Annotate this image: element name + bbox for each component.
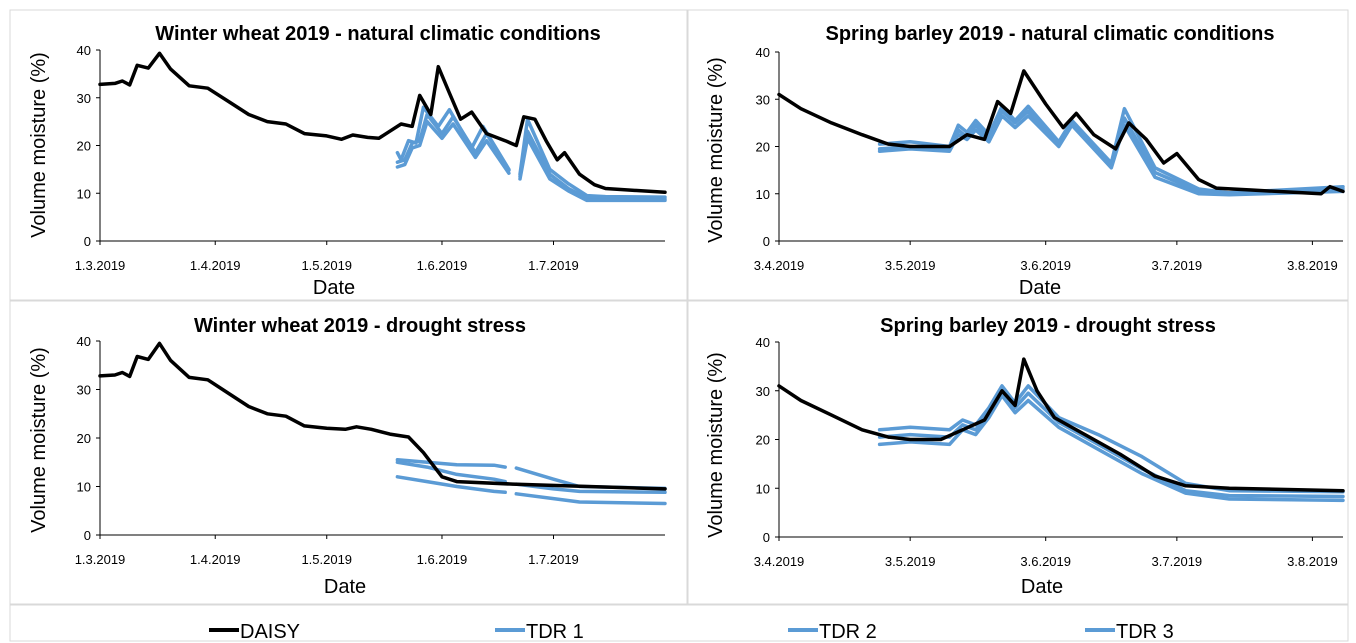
- y-axis-label: Volume moisture (%): [28, 52, 50, 238]
- y-tick-label: 0: [84, 528, 91, 543]
- x-tick-label: 1.6.2019: [417, 258, 468, 273]
- y-tick-label: 10: [756, 481, 770, 496]
- y-tick-label: 40: [77, 334, 91, 349]
- y-tick-label: 20: [756, 140, 770, 155]
- x-tick-label: 3.7.2019: [1152, 554, 1203, 569]
- x-tick-label: 3.4.2019: [754, 554, 805, 569]
- x-axis-label: Date: [1019, 277, 1061, 299]
- y-axis-label: Volume moisture (%): [705, 352, 727, 538]
- x-axis-label: Date: [313, 277, 355, 299]
- series-line-tdr-3-segment-1: [395, 475, 507, 495]
- y-tick-label: 20: [756, 433, 770, 448]
- x-tick-label: 1.4.2019: [190, 258, 241, 273]
- x-tick-label: 3.7.2019: [1152, 258, 1203, 273]
- y-tick-label: 40: [756, 45, 770, 60]
- series-line-tdr-3-segment-2: [518, 136, 667, 203]
- panel-frame: [9, 9, 688, 301]
- x-tick-label: 3.8.2019: [1287, 258, 1338, 273]
- series-line-tdr-3: [877, 114, 1345, 197]
- series-line-tdr-2-segment-1: [395, 112, 511, 173]
- legend-label-tdr-3: TDR 3: [1116, 621, 1174, 643]
- y-tick-label: 40: [756, 335, 770, 350]
- chart-title: Spring barley 2019 - drought stress: [880, 315, 1216, 337]
- x-tick-label: 1.4.2019: [190, 552, 241, 567]
- y-axis-label: Volume moisture (%): [28, 347, 50, 533]
- y-tick-label: 10: [77, 480, 91, 495]
- x-tick-label: 1.7.2019: [528, 258, 579, 273]
- series-line-tdr-3: [877, 393, 1345, 503]
- x-tick-label: 3.6.2019: [1020, 554, 1071, 569]
- x-axis-label: Date: [324, 576, 366, 598]
- series-line-tdr-1: [877, 104, 1345, 195]
- legend-label-tdr-2: TDR 2: [819, 621, 877, 643]
- y-tick-label: 20: [77, 431, 91, 446]
- series-line-tdr-1-segment-1: [395, 458, 507, 469]
- series-line-tdr-2-segment-1: [395, 460, 507, 484]
- chart-title: Spring barley 2019 - natural climatic co…: [825, 23, 1274, 45]
- series-line-daisy: [777, 69, 1345, 196]
- chart-panel-1: Winter wheat 2019 - natural climatic con…: [9, 9, 688, 301]
- y-tick-label: 40: [77, 43, 91, 58]
- series-line-tdr-3-segment-2: [514, 492, 667, 506]
- series-line-tdr-3-segment-1: [395, 119, 511, 175]
- panel-frame: [687, 9, 1349, 301]
- y-tick-label: 0: [763, 530, 770, 545]
- chart-title: Winter wheat 2019 - natural climatic con…: [155, 23, 600, 45]
- chart-panel-4: Spring barley 2019 - drought stress 0 10 20…: [687, 300, 1349, 605]
- x-tick-label: 1.3.2019: [75, 552, 126, 567]
- panel-frame: [687, 300, 1349, 605]
- y-axis-label: Volume moisture (%): [705, 57, 727, 243]
- x-tick-label: 1.3.2019: [75, 258, 126, 273]
- y-tick-label: 20: [77, 139, 91, 154]
- x-tick-label: 3.6.2019: [1020, 258, 1071, 273]
- y-tick-label: 0: [84, 234, 91, 249]
- chart-title: Winter wheat 2019 - drought stress: [194, 315, 526, 337]
- series-line-daisy: [98, 341, 667, 491]
- x-axis-label: Date: [1021, 576, 1063, 598]
- y-tick-label: 10: [756, 187, 770, 202]
- legend-label-daisy: DAISY: [240, 621, 300, 643]
- series-line-daisy: [777, 357, 1345, 493]
- panel-frame: [9, 300, 688, 605]
- x-tick-label: 1.7.2019: [528, 552, 579, 567]
- series-line-tdr-2: [877, 109, 1345, 196]
- y-tick-label: 30: [77, 383, 91, 398]
- y-tick-label: 30: [756, 92, 770, 107]
- x-tick-label: 3.4.2019: [754, 258, 805, 273]
- legend-frame: [9, 604, 1349, 642]
- chart-panel-3: Winter wheat 2019 - drought stress 0 10 20 3…: [9, 300, 688, 605]
- chart-panel-2: Spring barley 2019 - natural climatic co…: [687, 9, 1349, 301]
- x-tick-label: 3.5.2019: [885, 258, 936, 273]
- y-tick-label: 10: [77, 186, 91, 201]
- x-tick-label: 1.5.2019: [301, 552, 352, 567]
- x-tick-label: 3.8.2019: [1287, 554, 1338, 569]
- legend-label-tdr-1: TDR 1: [526, 621, 584, 643]
- legend: DAISY TDR 1 TDR 2 TDR 3: [9, 604, 1349, 643]
- x-tick-label: 1.6.2019: [417, 552, 468, 567]
- x-tick-label: 1.5.2019: [301, 258, 352, 273]
- y-tick-label: 30: [756, 384, 770, 399]
- series-line-daisy: [98, 51, 667, 195]
- x-tick-label: 3.5.2019: [885, 554, 936, 569]
- y-tick-label: 30: [77, 91, 91, 106]
- y-tick-label: 0: [763, 234, 770, 249]
